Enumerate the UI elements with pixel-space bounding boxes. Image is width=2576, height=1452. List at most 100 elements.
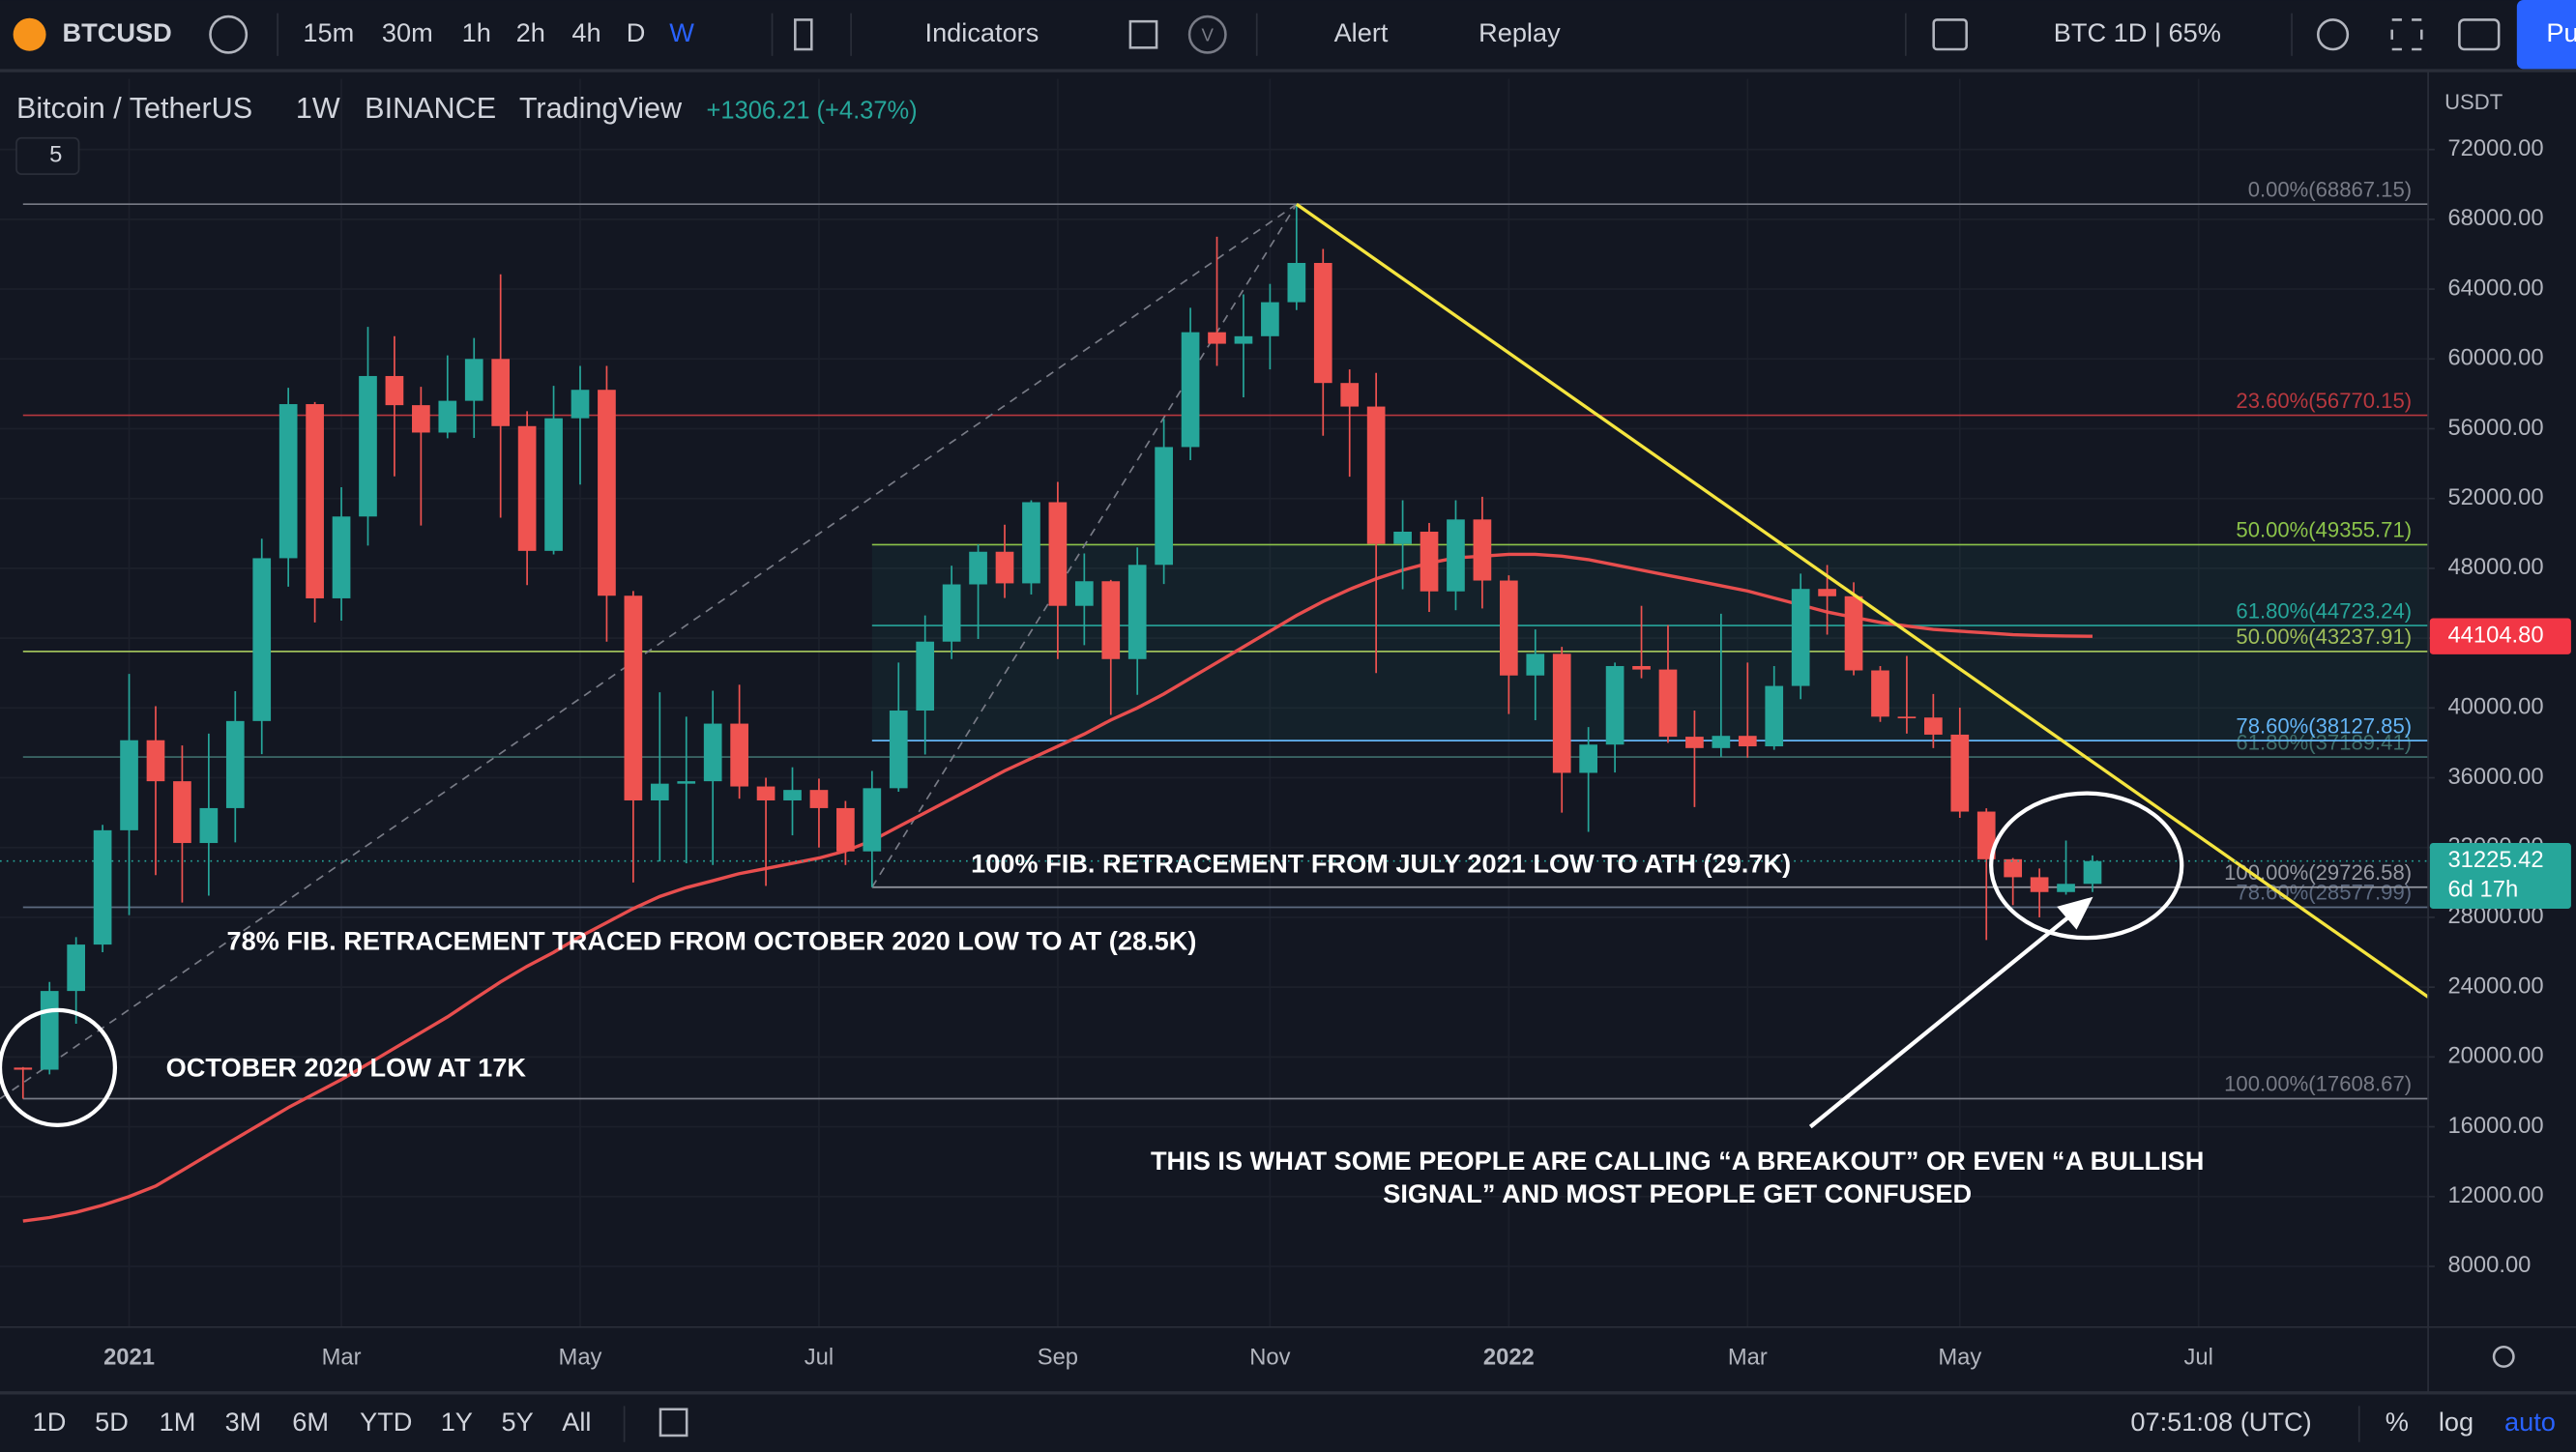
date-range-icon[interactable] [659, 1408, 688, 1437]
candle-body [1605, 665, 1625, 745]
replay[interactable]: Replay [1478, 17, 1561, 47]
arrow [1808, 912, 2075, 1129]
interval[interactable]: D [627, 17, 646, 47]
y-tick-label: 12000.00 [2447, 1182, 2543, 1208]
v-label[interactable]: V [1202, 24, 1215, 44]
range[interactable]: 5D [95, 1407, 129, 1437]
range[interactable]: 1M [160, 1407, 196, 1437]
layout-name[interactable]: BTC 1D | 65% [2054, 17, 2221, 47]
highlight-circle [0, 1007, 118, 1127]
range[interactable]: 1D [33, 1407, 67, 1437]
legend-count[interactable]: 5 [49, 142, 62, 168]
indicators[interactable]: Indicators [925, 17, 1039, 47]
candle-body [438, 400, 457, 433]
highlight-circle [1989, 791, 2184, 941]
chart-type-icon[interactable] [794, 18, 813, 51]
fib-label: 50.00%(49355.71) [2236, 518, 2412, 542]
candle-body [1101, 581, 1121, 659]
fib-label: 50.00%(43237.91) [2236, 624, 2412, 649]
candle-body [995, 551, 1014, 584]
y-tick-label: 68000.00 [2447, 205, 2543, 231]
publish-label[interactable]: Pu [2546, 17, 2576, 47]
layout-icon[interactable] [1128, 19, 1158, 49]
interval[interactable]: W [669, 17, 694, 47]
x-tick-label: Sep [1038, 1344, 1078, 1370]
auto-toggle[interactable]: auto [2504, 1407, 2556, 1437]
candle-body [359, 375, 377, 517]
candle-body [916, 641, 935, 711]
fib-label: 100.00%(29726.58) [2224, 860, 2412, 885]
candle-body [650, 783, 669, 800]
y-tick-label: 52000.00 [2447, 484, 2543, 510]
price-axis [2428, 69, 2576, 1327]
candle-body [225, 720, 245, 808]
interval[interactable]: 1h [462, 17, 491, 47]
y-tick-label: 72000.00 [2447, 135, 2543, 161]
x-tick-label: May [1938, 1344, 1981, 1370]
candle-body [464, 359, 483, 401]
legend-source: TradingView [519, 92, 683, 125]
settings-icon[interactable] [2492, 1345, 2515, 1368]
price-label-box [2429, 618, 2571, 654]
candle-body [756, 786, 776, 800]
interval[interactable]: 15m [303, 17, 354, 47]
candle-body [1420, 531, 1439, 592]
interval[interactable]: 30m [382, 17, 433, 47]
candle-body [40, 991, 59, 1070]
candle-body [252, 558, 272, 721]
range[interactable]: YTD [360, 1407, 412, 1437]
candle-body [1658, 669, 1678, 738]
symbol[interactable]: BTCUSD [63, 17, 172, 47]
log-toggle[interactable]: log [2439, 1407, 2474, 1437]
candle-body [730, 723, 748, 787]
legend-name: Bitcoin / TetherUS [16, 92, 252, 125]
y-tick-label: 36000.00 [2447, 764, 2543, 790]
candle-body [1950, 734, 1970, 812]
candle-body [306, 404, 324, 598]
candle-body [1447, 519, 1465, 592]
candle-body [173, 781, 191, 844]
interval[interactable]: 4h [571, 17, 600, 47]
range[interactable]: 6M [292, 1407, 329, 1437]
candle-body [1579, 744, 1598, 773]
toolbar [0, 0, 2576, 70]
x-tick-label: Nov [1249, 1344, 1290, 1370]
candle-body [863, 788, 882, 852]
frame-icon[interactable] [1932, 18, 1968, 51]
y-tick-label: 8000.00 [2447, 1252, 2531, 1278]
candle-body [1048, 502, 1068, 606]
percent-toggle[interactable]: % [2386, 1407, 2409, 1437]
candle-body [1499, 580, 1518, 676]
publish-button[interactable] [2516, 0, 2576, 70]
alert[interactable]: Alert [1334, 17, 1389, 47]
legend-toggle[interactable] [15, 136, 80, 175]
annotation: SIGNAL” AND MOST PEOPLE GET CONFUSED [1383, 1178, 1972, 1208]
candle-body [1234, 335, 1253, 344]
fib-label: 0.00%(68867.15) [2248, 177, 2412, 201]
fib-trend [0, 203, 1298, 1100]
fib-label: 78.60%(38127.85) [2236, 713, 2412, 738]
range[interactable]: 3M [225, 1407, 262, 1437]
range[interactable]: 1Y [441, 1407, 473, 1437]
v-icon[interactable] [1187, 15, 1227, 54]
add-symbol[interactable] [209, 15, 249, 54]
candle-body [1208, 332, 1226, 344]
range[interactable]: All [562, 1407, 591, 1437]
settings-icon[interactable] [2316, 18, 2350, 51]
candle-body [571, 390, 590, 419]
range[interactable]: 5Y [502, 1407, 534, 1437]
camera-icon[interactable] [2458, 18, 2501, 51]
candle-body [1685, 737, 1704, 748]
candle-body [1526, 653, 1545, 676]
fullscreen-icon[interactable] [2390, 18, 2423, 51]
interval[interactable]: 2h [516, 17, 545, 47]
candle-body [598, 390, 616, 596]
annotation: THIS IS WHAT SOME PEOPLE ARE CALLING “A … [1151, 1146, 2204, 1176]
annotation: 100% FIB. RETRACEMENT FROM JULY 2021 LOW… [971, 849, 1791, 879]
candle-body [1155, 447, 1173, 566]
fib-label: 23.60%(56770.15) [2236, 389, 2412, 413]
candle-body [1127, 565, 1147, 659]
candle-body [1181, 332, 1200, 448]
clock: 07:51:08 (UTC) [2130, 1407, 2311, 1437]
